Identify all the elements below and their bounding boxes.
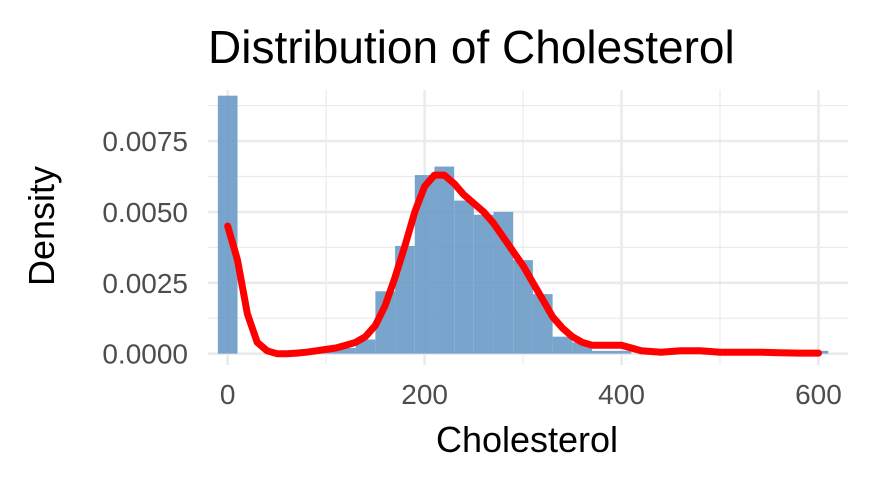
y-tick-label-2: 0.0050 — [102, 197, 188, 228]
histogram-bar-20 — [611, 350, 632, 354]
histogram-bar-19 — [592, 350, 612, 354]
histogram-bar-6 — [336, 347, 356, 354]
y-tick-label-0: 0.0000 — [102, 339, 188, 370]
histogram-bar-15 — [513, 260, 533, 354]
density-curve — [224, 171, 822, 358]
x-tick-label-2: 400 — [598, 379, 645, 410]
histogram-bar-12 — [454, 200, 474, 354]
chart-title: Distribution of Cholesterol — [208, 21, 735, 73]
x-tick-label-0: 0 — [220, 379, 236, 410]
x-axis-title: Cholesterol — [436, 419, 618, 460]
y-tick-label-1: 0.0025 — [102, 268, 188, 299]
x-tick-label-3: 600 — [795, 379, 842, 410]
histogram-bar-18 — [572, 342, 592, 354]
histogram-bar-13 — [473, 214, 494, 354]
y-tick-label-3: 0.0075 — [102, 126, 188, 157]
tick-labels: 0 200 400 600 0.0000 0.0025 0.0050 0.0075 — [102, 126, 841, 410]
density-curve-layer — [224, 171, 822, 358]
histogram-bar-17 — [552, 336, 573, 354]
y-axis-title: Density — [21, 166, 62, 286]
histogram-bars — [217, 95, 829, 354]
x-tick-label-1: 200 — [401, 379, 448, 410]
histogram-bar-8 — [375, 291, 396, 354]
histogram-bar-10 — [414, 175, 435, 354]
histogram-bar-11 — [434, 166, 455, 354]
